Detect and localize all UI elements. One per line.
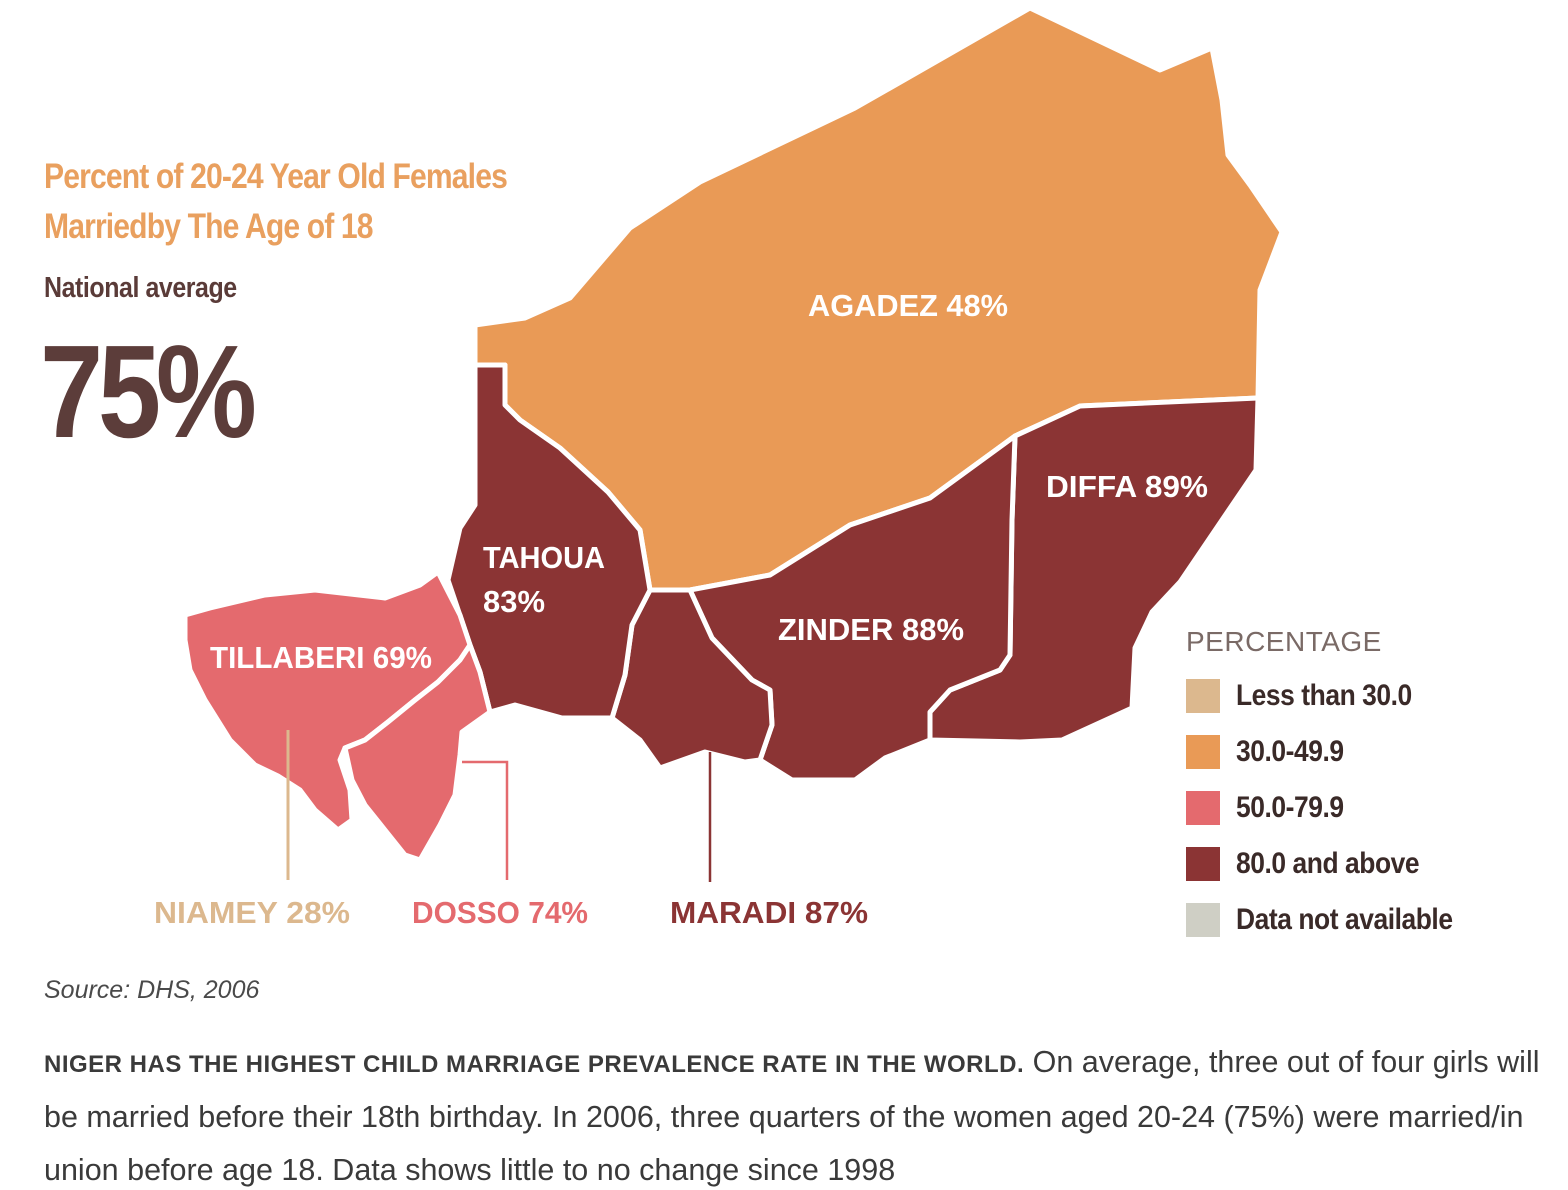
legend-swatch: [1186, 679, 1220, 713]
legend-item: 80.0 and above: [1186, 836, 1482, 892]
legend-swatch: [1186, 791, 1220, 825]
map-title: Percent of 20-24 Year Old Females Marrie…: [44, 157, 508, 246]
body-lead: NIGER HAS THE HIGHEST CHILD MARRIAGE PRE…: [44, 1051, 1025, 1078]
national-average-label: National average: [44, 272, 237, 304]
tahoua-name-label: TAHOUA: [483, 540, 605, 575]
dosso-leader-line: [462, 760, 509, 880]
legend-item: Less than 30.0: [1186, 668, 1482, 724]
tahoua-value-label: 83%: [483, 584, 545, 619]
legend-label: 50.0-79.9: [1236, 791, 1344, 824]
zinder-label: ZINDER 88%: [778, 612, 964, 647]
legend-label: 30.0-49.9: [1236, 735, 1344, 768]
dosso-label: DOSSO 74%: [412, 895, 588, 930]
body-paragraph: NIGER HAS THE HIGHEST CHILD MARRIAGE PRE…: [44, 1036, 1544, 1190]
diffa-label: DIFFA 89%: [1046, 469, 1208, 504]
national-average-value: 75%: [40, 318, 257, 465]
legend-item: Data not available: [1186, 892, 1482, 948]
legend-swatch: [1186, 847, 1220, 881]
legend-swatch: [1186, 903, 1220, 937]
legend-title: PERCENTAGE: [1186, 626, 1382, 657]
legend-swatch: [1186, 735, 1220, 769]
legend: PERCENTAGE Less than 30.0 30.0-49.9 50.0…: [1186, 626, 1482, 948]
maradi-label: MARADI 87%: [670, 895, 868, 930]
niamey-label: NIAMEY 28%: [154, 895, 350, 930]
agadez-label: AGADEZ 48%: [808, 288, 1008, 323]
region-tahoua[interactable]: [445, 362, 653, 721]
region-dosso[interactable]: [342, 642, 493, 863]
legend-item: 30.0-49.9: [1186, 724, 1482, 780]
body-text: On average, three out of four girls will…: [44, 1045, 1540, 1187]
legend-label: Data not available: [1236, 903, 1453, 936]
legend-item: 50.0-79.9: [1186, 780, 1482, 836]
legend-label: Less than 30.0: [1236, 679, 1412, 712]
source-note: Source: DHS, 2006: [44, 976, 260, 1004]
legend-label: 80.0 and above: [1236, 847, 1420, 880]
tillaberi-label: TILLABERI 69%: [210, 640, 432, 675]
